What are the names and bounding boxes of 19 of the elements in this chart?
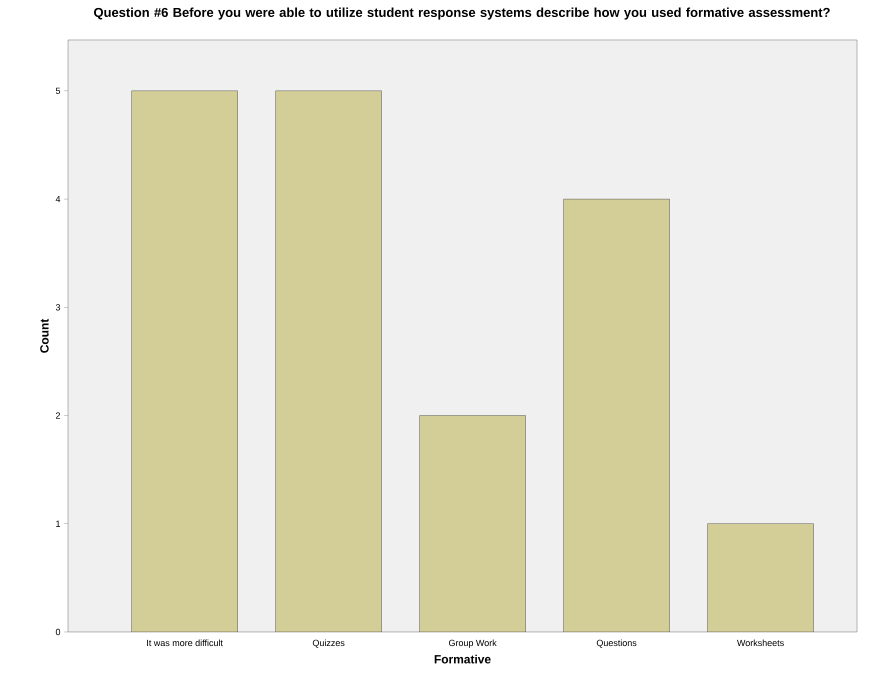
y-tick-label: 2	[56, 412, 60, 419]
y-tick-label: 4	[56, 196, 60, 202]
bar	[275, 90, 382, 632]
x-tick-label: Group Work	[448, 640, 497, 648]
x-tick-label: It was more difficult	[147, 640, 223, 646]
y-tick-label: 5	[56, 88, 60, 94]
x-tick-label: Questions	[596, 640, 636, 648]
bar	[563, 198, 670, 632]
y-tick-label: 1	[56, 520, 60, 527]
y-tick-label: 0	[56, 628, 60, 636]
bar	[419, 415, 526, 632]
y-axis-title: Count	[40, 318, 49, 353]
x-tick-label: Quizzes	[312, 640, 344, 648]
x-tick-label: Worksheets	[737, 640, 784, 646]
y-tick-label: 3	[56, 304, 60, 310]
bar	[707, 524, 814, 632]
chart-title: Question #6 Before you were able to utilize student response systems describe how you used formative assessment?	[94, 8, 830, 20]
x-axis-title: Formative	[434, 654, 491, 664]
bar	[131, 90, 238, 632]
